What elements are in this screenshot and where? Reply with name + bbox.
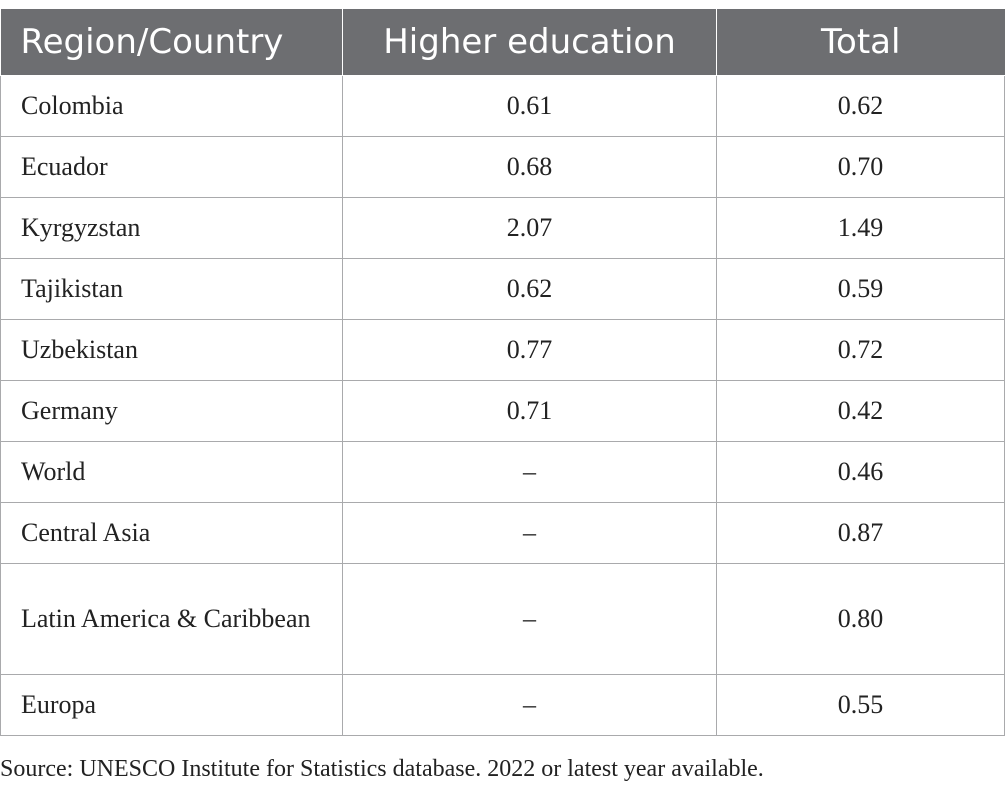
table-row: Tajikistan 0.62 0.59	[0, 258, 1005, 320]
cell-region: Kyrgyzstan	[0, 197, 343, 259]
table-header-row: Region/Country Higher education Total	[0, 9, 1005, 76]
header-higher-education: Higher education	[342, 9, 717, 76]
cell-total: 0.42	[716, 380, 1005, 442]
cell-total: 1.49	[716, 197, 1005, 259]
data-table-container: Region/Country Higher education Total Co…	[0, 9, 1005, 736]
cell-higher-education: 2.07	[342, 197, 717, 259]
cell-total: 0.55	[716, 674, 1005, 736]
cell-total: 0.72	[716, 319, 1005, 381]
cell-higher-education: –	[342, 674, 717, 736]
cell-total: 0.46	[716, 441, 1005, 503]
cell-higher-education: 0.77	[342, 319, 717, 381]
source-note: Source: UNESCO Institute for Statistics …	[0, 756, 764, 782]
cell-higher-education: 0.71	[342, 380, 717, 442]
table-row: Europa – 0.55	[0, 674, 1005, 736]
cell-region: World	[0, 441, 343, 503]
cell-total: 0.87	[716, 502, 1005, 564]
cell-total: 0.59	[716, 258, 1005, 320]
cell-region: Colombia	[0, 75, 343, 137]
table-row: Uzbekistan 0.77 0.72	[0, 319, 1005, 381]
table-row: Germany 0.71 0.42	[0, 380, 1005, 442]
cell-higher-education: –	[342, 441, 717, 503]
cell-region: Central Asia	[0, 502, 343, 564]
table-row: Central Asia – 0.87	[0, 502, 1005, 564]
cell-region: Tajikistan	[0, 258, 343, 320]
cell-region: Ecuador	[0, 136, 343, 198]
table-row: Kyrgyzstan 2.07 1.49	[0, 197, 1005, 259]
header-total: Total	[716, 9, 1005, 76]
cell-total: 0.80	[716, 563, 1005, 675]
table-row: World – 0.46	[0, 441, 1005, 503]
data-table: Region/Country Higher education Total Co…	[0, 9, 1005, 736]
cell-region: Uzbekistan	[0, 319, 343, 381]
table-row: Colombia 0.61 0.62	[0, 75, 1005, 137]
cell-higher-education: 0.62	[342, 258, 717, 320]
table-row: Latin America & Caribbean – 0.80	[0, 563, 1005, 675]
cell-higher-education: 0.68	[342, 136, 717, 198]
cell-region: Latin America & Caribbean	[0, 563, 343, 675]
cell-region: Europa	[0, 674, 343, 736]
cell-higher-education: –	[342, 502, 717, 564]
cell-total: 0.62	[716, 75, 1005, 137]
cell-higher-education: –	[342, 563, 717, 675]
header-region-country: Region/Country	[0, 9, 343, 76]
cell-region: Germany	[0, 380, 343, 442]
cell-higher-education: 0.61	[342, 75, 717, 137]
cell-total: 0.70	[716, 136, 1005, 198]
table-row: Ecuador 0.68 0.70	[0, 136, 1005, 198]
